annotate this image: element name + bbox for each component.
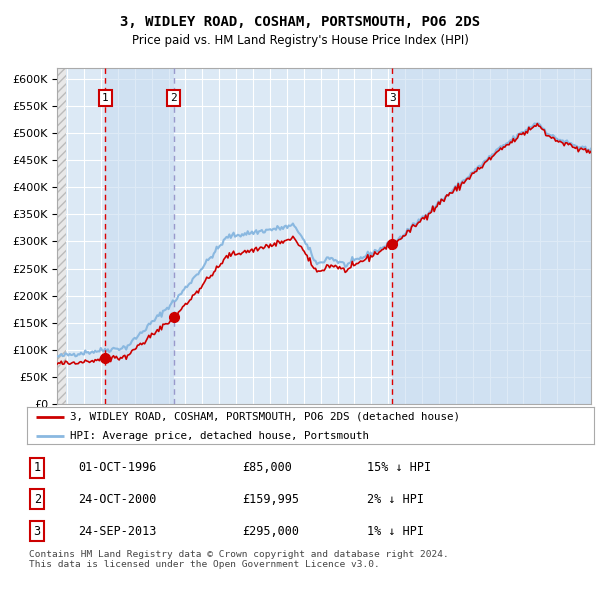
Text: 3, WIDLEY ROAD, COSHAM, PORTSMOUTH, PO6 2DS (detached house): 3, WIDLEY ROAD, COSHAM, PORTSMOUTH, PO6 …	[70, 412, 460, 422]
Bar	[105, 68, 174, 404]
Text: 15% ↓ HPI: 15% ↓ HPI	[367, 461, 431, 474]
Text: 1: 1	[102, 93, 109, 103]
Bar	[392, 68, 591, 404]
Text: 3: 3	[389, 93, 395, 103]
Text: 2: 2	[170, 93, 177, 103]
Text: HPI: Average price, detached house, Portsmouth: HPI: Average price, detached house, Port…	[70, 431, 368, 441]
Text: 24-OCT-2000: 24-OCT-2000	[78, 493, 157, 506]
Text: £295,000: £295,000	[242, 525, 299, 537]
Text: 24-SEP-2013: 24-SEP-2013	[78, 525, 157, 537]
Text: Contains HM Land Registry data © Crown copyright and database right 2024.
This d: Contains HM Land Registry data © Crown c…	[29, 550, 449, 569]
Text: 3, WIDLEY ROAD, COSHAM, PORTSMOUTH, PO6 2DS: 3, WIDLEY ROAD, COSHAM, PORTSMOUTH, PO6 …	[120, 15, 480, 29]
Text: 01-OCT-1996: 01-OCT-1996	[78, 461, 157, 474]
Text: £159,995: £159,995	[242, 493, 299, 506]
Text: 1% ↓ HPI: 1% ↓ HPI	[367, 525, 424, 537]
Text: 2% ↓ HPI: 2% ↓ HPI	[367, 493, 424, 506]
Text: 2: 2	[34, 493, 41, 506]
Bar	[57, 68, 66, 404]
Text: £85,000: £85,000	[242, 461, 292, 474]
Text: 3: 3	[34, 525, 41, 537]
Bar	[57, 68, 66, 404]
Text: Price paid vs. HM Land Registry's House Price Index (HPI): Price paid vs. HM Land Registry's House …	[131, 34, 469, 47]
Text: 1: 1	[34, 461, 41, 474]
